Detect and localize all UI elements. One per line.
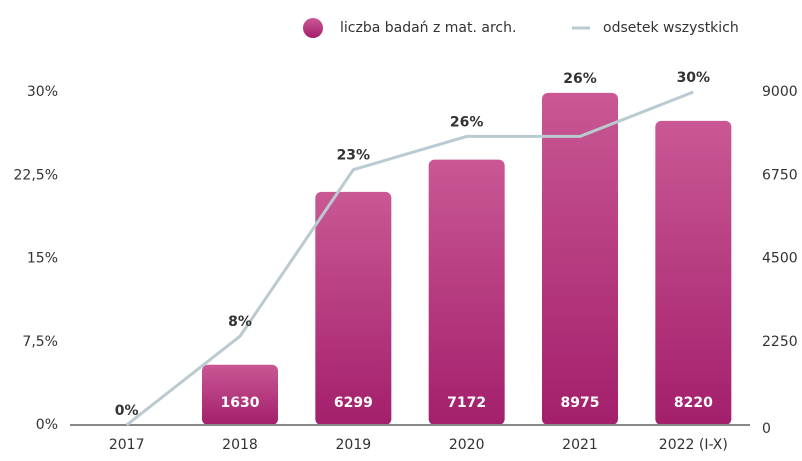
bar-label: 8975 xyxy=(561,395,600,411)
x-tick-label: 2022 (I-X) xyxy=(659,437,728,453)
bar xyxy=(315,191,392,425)
bar xyxy=(655,120,732,426)
line-label: 26% xyxy=(563,71,597,87)
x-tick-label: 2021 xyxy=(562,437,598,453)
y-tick-label: 7,5% xyxy=(22,334,58,350)
bar xyxy=(542,92,618,426)
legend-marker xyxy=(303,18,323,38)
bar xyxy=(428,159,505,426)
bar-label: 8220 xyxy=(674,395,713,411)
line xyxy=(125,90,694,427)
bar-label: 7172 xyxy=(447,395,486,411)
y2-tick-label: 9000 xyxy=(762,84,798,100)
legend-label: liczba badań z mat. arch. xyxy=(340,20,516,36)
line-label: 30% xyxy=(677,70,711,86)
line-label: 26% xyxy=(450,114,484,130)
x-tick-label: 2018 xyxy=(222,437,258,453)
legend-label: odsetek wszystkich xyxy=(603,20,739,36)
line-label: 0% xyxy=(115,403,139,419)
bar-label: 6299 xyxy=(334,395,373,411)
bar-label: 1630 xyxy=(221,395,260,411)
x-tick-label: 2019 xyxy=(336,437,372,453)
y2-tick-label: 6750 xyxy=(762,167,798,183)
x-tick-label: 2020 xyxy=(449,437,485,453)
y-tick-label: 15% xyxy=(27,251,58,267)
y-tick-label: 0% xyxy=(36,417,58,433)
bar xyxy=(202,364,278,425)
y2-tick-label: 0 xyxy=(762,421,771,437)
y2-tick-label: 2250 xyxy=(762,334,798,350)
y2-tick-label: 4500 xyxy=(762,251,798,267)
x-tick-label: 2017 xyxy=(109,437,145,453)
y-tick-label: 22,5% xyxy=(14,167,58,183)
y-tick-label: 30% xyxy=(27,84,58,100)
line-label: 23% xyxy=(337,148,371,164)
line-label: 8% xyxy=(228,314,252,330)
